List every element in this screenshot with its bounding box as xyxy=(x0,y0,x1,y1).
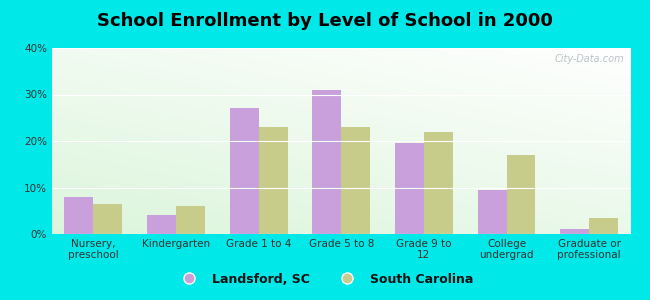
Bar xyxy=(176,206,205,234)
Bar xyxy=(312,90,341,234)
Bar xyxy=(506,155,536,234)
Bar xyxy=(259,127,287,234)
Bar xyxy=(478,190,506,234)
Bar xyxy=(229,108,259,234)
Bar xyxy=(560,229,589,234)
Bar xyxy=(94,204,122,234)
Text: City-Data.com: City-Data.com xyxy=(555,54,625,64)
Bar xyxy=(424,132,453,234)
Bar xyxy=(147,215,176,234)
Text: School Enrollment by Level of School in 2000: School Enrollment by Level of School in … xyxy=(97,12,553,30)
Bar xyxy=(395,143,424,234)
Legend: Landsford, SC, South Carolina: Landsford, SC, South Carolina xyxy=(172,268,478,291)
Bar xyxy=(341,127,370,234)
Bar xyxy=(589,218,618,234)
Bar xyxy=(64,197,94,234)
